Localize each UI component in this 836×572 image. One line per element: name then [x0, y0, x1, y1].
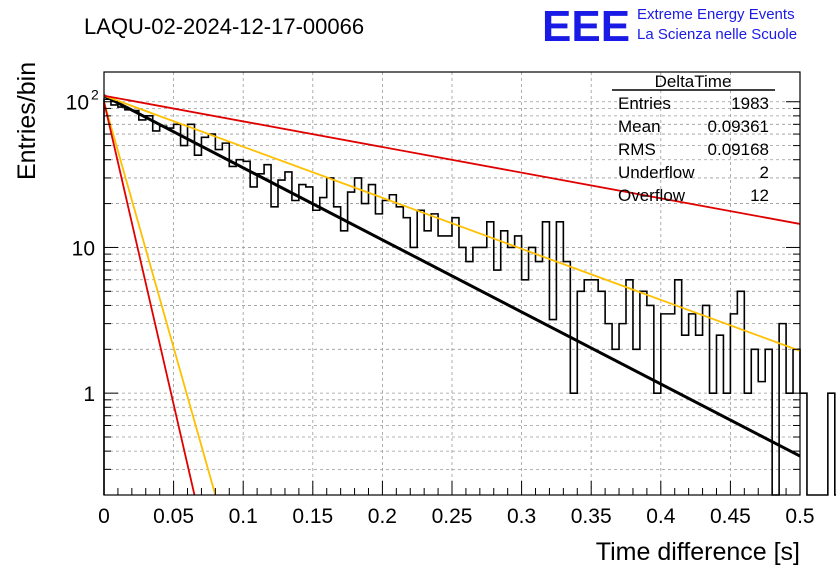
x-tick-label: 0.15 — [292, 505, 333, 528]
stats-label-entries: Entries — [618, 94, 671, 113]
y-tick-label: 10 — [66, 92, 89, 115]
stats-label-overflow: Overflow — [618, 186, 686, 205]
stats-label-underflow: Underflow — [618, 163, 695, 182]
stats-value-mean: 0.09361 — [708, 117, 769, 136]
stats-value-overflow: 12 — [750, 186, 769, 205]
grid-lines — [104, 72, 800, 496]
x-axis-label: Time difference [s] — [596, 538, 800, 566]
fit-curve-4 — [103, 101, 217, 496]
y-tick-label: 10 — [72, 237, 95, 260]
stats-value-entries: 1983 — [731, 94, 769, 113]
stats-label-mean: Mean — [618, 117, 661, 136]
logo-line-2: La Scienza nelle Scuole — [637, 26, 797, 43]
x-tick-label: 0.3 — [507, 505, 536, 528]
x-tick-label: 0.5 — [785, 505, 814, 528]
histogram — [103, 98, 836, 496]
x-tick-label: 0.05 — [153, 505, 194, 528]
stats-label-rms: RMS — [618, 140, 656, 159]
chart-title: LAQU-02-2024-12-17-00066 — [84, 14, 364, 39]
x-tick-label: 0.35 — [571, 505, 612, 528]
fit-curve-2 — [103, 94, 801, 352]
stats-box: DeltaTime Entries 1983 Mean 0.09361 RMS 0.091… — [612, 72, 775, 205]
x-tick-label: 0.25 — [432, 505, 473, 528]
stats-box-title: DeltaTime — [655, 72, 732, 91]
logo-line-1: Extreme Energy Events — [637, 6, 795, 23]
x-tick-label: 0.4 — [646, 505, 676, 528]
stats-value-underflow: 2 — [760, 163, 769, 182]
x-tick-label: 0.45 — [710, 505, 751, 528]
fit-curve-3 — [103, 94, 801, 225]
x-tick-label: 0 — [98, 505, 110, 528]
y-tick-label-exponent: 2 — [91, 87, 99, 103]
stats-value-rms: 0.09168 — [708, 140, 769, 159]
fit-curves — [103, 94, 801, 496]
y-tick-label: 1 — [83, 383, 95, 406]
eee-logo: EEE — [542, 2, 630, 51]
x-tick-label: 0.2 — [368, 505, 397, 528]
axes: 0 0.05 0.1 0.15 0.2 0.25 0.3 0.35 0.4 0.45 0.5 1 10 1… — [66, 87, 815, 528]
fit-curve-5 — [103, 101, 196, 496]
x-tick-label: 0.1 — [229, 505, 258, 528]
fit-curve-1 — [103, 94, 801, 458]
histogram-steps — [103, 98, 836, 496]
y-axis-label: Entries/bin — [13, 62, 41, 180]
